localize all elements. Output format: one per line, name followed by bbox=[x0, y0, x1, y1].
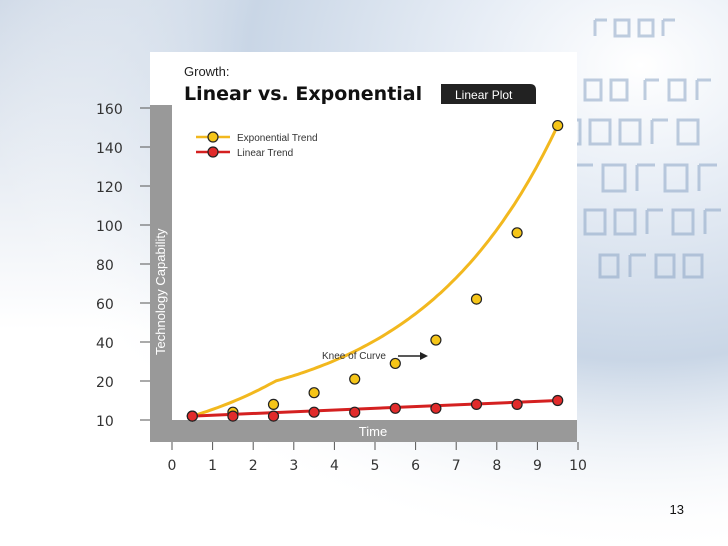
linear-trend-line bbox=[192, 399, 558, 418]
linear-data-point bbox=[227, 410, 239, 422]
legend-label-exponential: Exponential Trend bbox=[237, 133, 318, 144]
chart-subtitle: Growth: bbox=[184, 64, 230, 79]
exponential-data-point bbox=[511, 227, 523, 239]
exponential-data-point bbox=[308, 387, 320, 399]
x-tick-label: 9 bbox=[533, 458, 542, 474]
y-tick-label: 140 bbox=[96, 141, 123, 157]
linear-data-point bbox=[389, 402, 401, 414]
chart-title: Linear vs. Exponential bbox=[184, 83, 422, 105]
linear-data-point bbox=[552, 394, 564, 407]
legend: Exponential Trend Linear Trend bbox=[196, 131, 318, 159]
linear-data-point bbox=[267, 410, 280, 422]
x-axis-ticks: 0 1 2 3 4 5 6 7 8 9 10 bbox=[168, 442, 587, 474]
x-axis-label: Time bbox=[359, 424, 387, 439]
y-tick-label: 40 bbox=[96, 336, 114, 352]
linear-data-point bbox=[430, 402, 442, 414]
x-tick-label: 7 bbox=[452, 458, 461, 474]
y-axis-label: Technology Capability bbox=[153, 228, 168, 355]
y-tick-label: 60 bbox=[96, 297, 114, 313]
y-axis-band bbox=[150, 105, 172, 421]
linear-data-point bbox=[470, 398, 483, 410]
page-number: 13 bbox=[669, 502, 684, 517]
series-layer bbox=[186, 119, 564, 422]
linear-data-point bbox=[308, 406, 320, 418]
y-tick-label: 120 bbox=[96, 180, 123, 196]
y-tick-label: 160 bbox=[96, 102, 123, 118]
x-tick-label: 4 bbox=[330, 458, 339, 474]
digital-pattern-decoration bbox=[558, 18, 721, 279]
y-tick-label: 20 bbox=[96, 375, 114, 391]
exponential-data-point bbox=[267, 398, 280, 410]
linear-plot-badge: Linear Plot bbox=[441, 84, 536, 104]
exponential-trend-line bbox=[191, 124, 560, 418]
linear-data-point bbox=[511, 398, 523, 410]
exponential-data-point bbox=[552, 119, 564, 132]
legend-item-exponential: Exponential Trend bbox=[196, 131, 318, 144]
x-tick-label: 8 bbox=[492, 458, 501, 474]
legend-item-linear: Linear Trend bbox=[196, 146, 293, 159]
x-tick-label: 6 bbox=[411, 458, 420, 474]
knee-annotation: Knee of Curve bbox=[322, 351, 428, 362]
y-tick-label: 10 bbox=[96, 414, 114, 430]
x-axis-band bbox=[150, 420, 577, 442]
legend-label-linear: Linear Trend bbox=[237, 148, 293, 159]
exponential-data-point bbox=[430, 334, 442, 346]
linear-data-point bbox=[349, 406, 361, 418]
exponential-data-point bbox=[389, 357, 401, 370]
linear-data-point bbox=[186, 410, 198, 422]
x-tick-label: 0 bbox=[168, 458, 177, 474]
knee-of-curve-label: Knee of Curve bbox=[322, 351, 386, 362]
x-tick-label: 1 bbox=[208, 458, 217, 474]
badge-label: Linear Plot bbox=[455, 88, 513, 102]
x-tick-label: 2 bbox=[249, 458, 258, 474]
x-tick-label: 10 bbox=[569, 458, 587, 474]
y-axis-ticks: 10 20 40 60 80 100 120 140 160 bbox=[96, 102, 150, 430]
knee-arrowhead bbox=[420, 352, 428, 360]
exponential-data-point bbox=[349, 373, 361, 385]
y-tick-label: 100 bbox=[96, 219, 123, 235]
x-tick-label: 3 bbox=[289, 458, 298, 474]
y-tick-label: 80 bbox=[96, 258, 114, 274]
chart-card bbox=[150, 52, 577, 420]
exponential-data-point bbox=[470, 293, 483, 305]
x-tick-label: 5 bbox=[371, 458, 380, 474]
